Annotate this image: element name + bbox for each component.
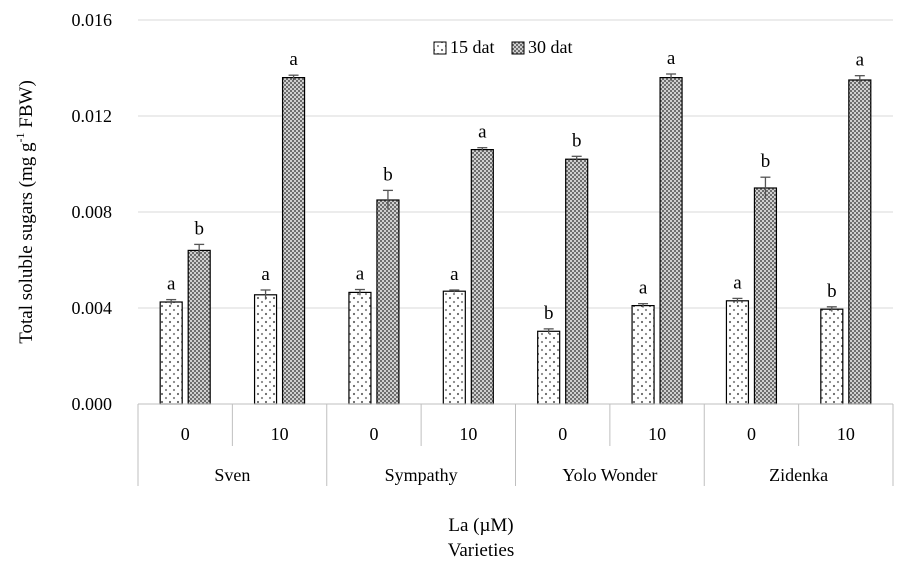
x-tick-label: 0 [558, 424, 567, 444]
error-bars [166, 73, 865, 334]
bar-15dat-5 [631, 305, 655, 405]
x-axis-title-line2: Varieties [448, 540, 514, 561]
group-label: Sympathy [385, 465, 458, 485]
y-axis-ticks: 0.000 0.004 0.008 0.012 0.016 [72, 10, 113, 414]
significance-letter: a [667, 48, 676, 69]
bar-30dat-2 [376, 199, 400, 405]
significance-letter: a [167, 274, 176, 295]
x-tick-label: 0 [369, 424, 378, 444]
y-axis-title: Total soluble sugars (mg g-1 FBW) [13, 80, 37, 344]
x-tick-label: 0 [181, 424, 190, 444]
bar-15dat-6 [725, 300, 750, 405]
bar-15dat-1 [253, 294, 278, 405]
significance-letter: b [544, 303, 554, 324]
bars [159, 76, 872, 405]
significance-letter: a [450, 264, 459, 285]
bar-30dat-7 [848, 79, 872, 405]
bar-15dat-4 [537, 330, 561, 405]
legend-label-15dat: 15 dat [450, 37, 495, 57]
y-tick-label: 0.000 [72, 394, 113, 414]
x-tick-label: 10 [271, 424, 289, 444]
y-tick-label: 0.004 [72, 298, 113, 318]
legend-swatch-30dat [511, 41, 525, 55]
legend-label-30dat: 30 dat [528, 37, 573, 57]
x-tick-label: 0 [747, 424, 756, 444]
significance-letter: b [827, 281, 837, 302]
bar-15dat-0 [159, 301, 183, 405]
bar-15dat-7 [820, 308, 844, 405]
group-label: Zidenka [769, 465, 828, 485]
significance-letter: b [572, 130, 582, 151]
bar-30dat-1 [281, 76, 306, 405]
x-axis-title-line1: La (µM) [448, 515, 513, 536]
bar-30dat-4 [565, 158, 589, 405]
significance-letter: a [478, 122, 487, 143]
grid [138, 19, 893, 309]
significance-letter: a [289, 49, 298, 70]
significance-letter: b [194, 218, 204, 239]
significance-letter: a [733, 272, 742, 293]
x-tick-label: 10 [837, 424, 855, 444]
bar-15dat-2 [348, 291, 372, 405]
legend: 15 dat 30 dat [433, 37, 573, 57]
bar-30dat-3 [470, 149, 494, 405]
group-label: Yolo Wonder [562, 465, 657, 485]
significance-letter: b [383, 164, 393, 185]
y-tick-label: 0.016 [72, 10, 113, 30]
legend-swatch-15dat [433, 41, 447, 55]
x-tick-label: 10 [459, 424, 477, 444]
significance-letter: a [356, 264, 365, 285]
significance-letter: a [261, 264, 270, 285]
significance-letter: a [639, 278, 648, 299]
group-label: Sven [214, 465, 250, 485]
x-tick-label: 10 [648, 424, 666, 444]
y-tick-label: 0.012 [72, 106, 113, 126]
x-axis: 0 10 0 10 0 10 0 10 Sven Sympathy Yolo Wonder Ziden… [137, 403, 894, 486]
y-tick-label: 0.008 [72, 202, 113, 222]
bar-15dat-3 [442, 290, 466, 405]
significance-letters: a a a a b a a b b a b a b a b a [167, 48, 865, 324]
bar-30dat-5 [659, 76, 683, 405]
bar-30dat-0 [187, 249, 211, 405]
bar-30dat-6 [753, 187, 778, 405]
significance-letter: b [761, 151, 771, 172]
significance-letter: a [856, 50, 865, 71]
